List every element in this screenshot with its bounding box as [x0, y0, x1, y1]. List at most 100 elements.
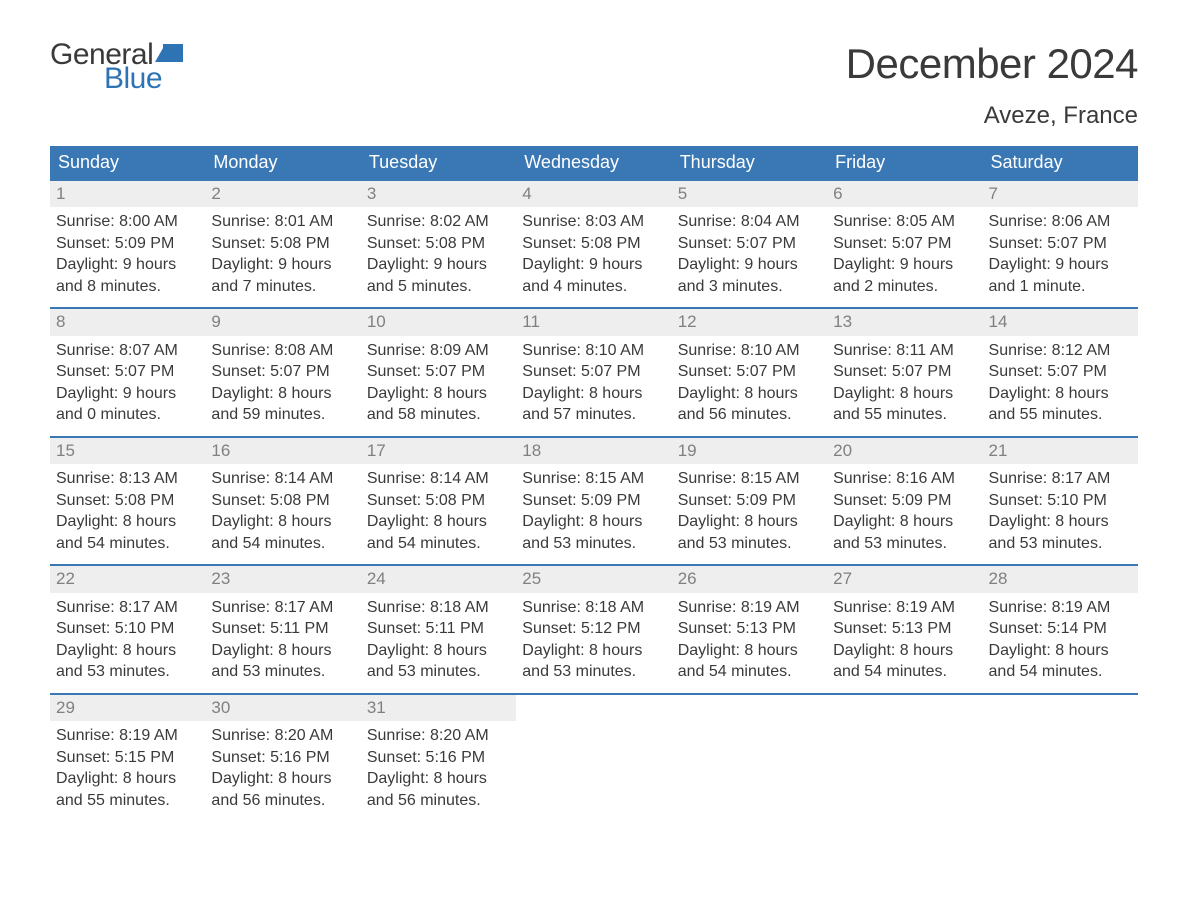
day-cell: 6Sunrise: 8:05 AMSunset: 5:07 PMDaylight…	[827, 180, 982, 308]
day-cell: 25Sunrise: 8:18 AMSunset: 5:12 PMDayligh…	[516, 565, 671, 693]
day-number: 9	[205, 309, 360, 335]
sunset-text: Sunset: 5:07 PM	[211, 361, 354, 383]
sunrise-text: Sunrise: 8:15 AM	[522, 468, 665, 490]
daylight-line1: Daylight: 8 hours	[522, 640, 665, 662]
day-details: Sunrise: 8:18 AMSunset: 5:11 PMDaylight:…	[361, 593, 516, 693]
day-cell: 28Sunrise: 8:19 AMSunset: 5:14 PMDayligh…	[983, 565, 1138, 693]
day-details: Sunrise: 8:20 AMSunset: 5:16 PMDaylight:…	[205, 721, 360, 821]
day-number: 17	[361, 438, 516, 464]
sunset-text: Sunset: 5:07 PM	[522, 361, 665, 383]
sunrise-text: Sunrise: 8:14 AM	[367, 468, 510, 490]
daylight-line2: and 54 minutes.	[833, 661, 976, 683]
title-block: December 2024 Aveze, France	[846, 40, 1138, 140]
sunset-text: Sunset: 5:07 PM	[989, 233, 1132, 255]
daylight-line1: Daylight: 9 hours	[56, 383, 199, 405]
daylight-line2: and 59 minutes.	[211, 404, 354, 426]
day-details: Sunrise: 8:11 AMSunset: 5:07 PMDaylight:…	[827, 336, 982, 436]
day-details: Sunrise: 8:04 AMSunset: 5:07 PMDaylight:…	[672, 207, 827, 307]
daylight-line1: Daylight: 8 hours	[678, 511, 821, 533]
day-cell: 13Sunrise: 8:11 AMSunset: 5:07 PMDayligh…	[827, 308, 982, 436]
daylight-line1: Daylight: 8 hours	[367, 511, 510, 533]
day-details: Sunrise: 8:10 AMSunset: 5:07 PMDaylight:…	[516, 336, 671, 436]
sunrise-text: Sunrise: 8:14 AM	[211, 468, 354, 490]
daylight-line1: Daylight: 8 hours	[367, 383, 510, 405]
day-number: 15	[50, 438, 205, 464]
daylight-line2: and 54 minutes.	[211, 533, 354, 555]
day-number: 20	[827, 438, 982, 464]
daylight-line2: and 53 minutes.	[56, 661, 199, 683]
day-cell: 4Sunrise: 8:03 AMSunset: 5:08 PMDaylight…	[516, 180, 671, 308]
daylight-line1: Daylight: 8 hours	[367, 640, 510, 662]
sunset-text: Sunset: 5:07 PM	[678, 361, 821, 383]
daylight-line1: Daylight: 9 hours	[678, 254, 821, 276]
sunrise-text: Sunrise: 8:20 AM	[367, 725, 510, 747]
daylight-line2: and 54 minutes.	[56, 533, 199, 555]
daylight-line2: and 4 minutes.	[522, 276, 665, 298]
daylight-line1: Daylight: 8 hours	[56, 511, 199, 533]
daylight-line2: and 53 minutes.	[989, 533, 1132, 555]
day-details: Sunrise: 8:15 AMSunset: 5:09 PMDaylight:…	[516, 464, 671, 564]
day-number: 7	[983, 181, 1138, 207]
daylight-line2: and 58 minutes.	[367, 404, 510, 426]
day-number: 6	[827, 181, 982, 207]
day-cell: 30Sunrise: 8:20 AMSunset: 5:16 PMDayligh…	[205, 694, 360, 822]
sunset-text: Sunset: 5:14 PM	[989, 618, 1132, 640]
day-number: 1	[50, 181, 205, 207]
sunset-text: Sunset: 5:16 PM	[211, 747, 354, 769]
day-number: 16	[205, 438, 360, 464]
daylight-line1: Daylight: 9 hours	[211, 254, 354, 276]
day-details: Sunrise: 8:08 AMSunset: 5:07 PMDaylight:…	[205, 336, 360, 436]
week-row: 29Sunrise: 8:19 AMSunset: 5:15 PMDayligh…	[50, 694, 1138, 822]
sunset-text: Sunset: 5:11 PM	[211, 618, 354, 640]
day-number: 22	[50, 566, 205, 592]
daylight-line1: Daylight: 8 hours	[678, 640, 821, 662]
daylight-line2: and 53 minutes.	[367, 661, 510, 683]
day-cell: 2Sunrise: 8:01 AMSunset: 5:08 PMDaylight…	[205, 180, 360, 308]
daylight-line1: Daylight: 9 hours	[989, 254, 1132, 276]
day-details: Sunrise: 8:02 AMSunset: 5:08 PMDaylight:…	[361, 207, 516, 307]
day-number: 24	[361, 566, 516, 592]
day-number: 3	[361, 181, 516, 207]
sunrise-text: Sunrise: 8:19 AM	[833, 597, 976, 619]
day-number: 29	[50, 695, 205, 721]
day-number: 18	[516, 438, 671, 464]
weekday-header: Tuesday	[361, 146, 516, 180]
daylight-line2: and 56 minutes.	[678, 404, 821, 426]
day-cell: 1Sunrise: 8:00 AMSunset: 5:09 PMDaylight…	[50, 180, 205, 308]
day-cell: 16Sunrise: 8:14 AMSunset: 5:08 PMDayligh…	[205, 437, 360, 565]
day-cell	[516, 694, 671, 822]
day-cell	[827, 694, 982, 822]
day-cell	[672, 694, 827, 822]
daylight-line2: and 53 minutes.	[211, 661, 354, 683]
sunrise-text: Sunrise: 8:03 AM	[522, 211, 665, 233]
day-cell: 9Sunrise: 8:08 AMSunset: 5:07 PMDaylight…	[205, 308, 360, 436]
sunset-text: Sunset: 5:08 PM	[367, 490, 510, 512]
daylight-line2: and 54 minutes.	[989, 661, 1132, 683]
week-row: 8Sunrise: 8:07 AMSunset: 5:07 PMDaylight…	[50, 308, 1138, 436]
daylight-line2: and 2 minutes.	[833, 276, 976, 298]
day-number: 25	[516, 566, 671, 592]
day-details: Sunrise: 8:14 AMSunset: 5:08 PMDaylight:…	[361, 464, 516, 564]
daylight-line1: Daylight: 8 hours	[989, 383, 1132, 405]
day-details: Sunrise: 8:17 AMSunset: 5:10 PMDaylight:…	[983, 464, 1138, 564]
sunrise-text: Sunrise: 8:17 AM	[211, 597, 354, 619]
sunset-text: Sunset: 5:07 PM	[989, 361, 1132, 383]
day-cell: 5Sunrise: 8:04 AMSunset: 5:07 PMDaylight…	[672, 180, 827, 308]
day-cell: 12Sunrise: 8:10 AMSunset: 5:07 PMDayligh…	[672, 308, 827, 436]
sunset-text: Sunset: 5:10 PM	[989, 490, 1132, 512]
sunset-text: Sunset: 5:16 PM	[367, 747, 510, 769]
sunrise-text: Sunrise: 8:01 AM	[211, 211, 354, 233]
sunrise-text: Sunrise: 8:07 AM	[56, 340, 199, 362]
day-number: 19	[672, 438, 827, 464]
daylight-line1: Daylight: 8 hours	[989, 511, 1132, 533]
day-details: Sunrise: 8:19 AMSunset: 5:13 PMDaylight:…	[672, 593, 827, 693]
daylight-line2: and 3 minutes.	[678, 276, 821, 298]
daylight-line1: Daylight: 8 hours	[833, 383, 976, 405]
day-cell: 23Sunrise: 8:17 AMSunset: 5:11 PMDayligh…	[205, 565, 360, 693]
day-details: Sunrise: 8:05 AMSunset: 5:07 PMDaylight:…	[827, 207, 982, 307]
month-title: December 2024	[846, 40, 1138, 88]
day-number: 13	[827, 309, 982, 335]
daylight-line1: Daylight: 8 hours	[989, 640, 1132, 662]
day-details: Sunrise: 8:14 AMSunset: 5:08 PMDaylight:…	[205, 464, 360, 564]
sunrise-text: Sunrise: 8:09 AM	[367, 340, 510, 362]
